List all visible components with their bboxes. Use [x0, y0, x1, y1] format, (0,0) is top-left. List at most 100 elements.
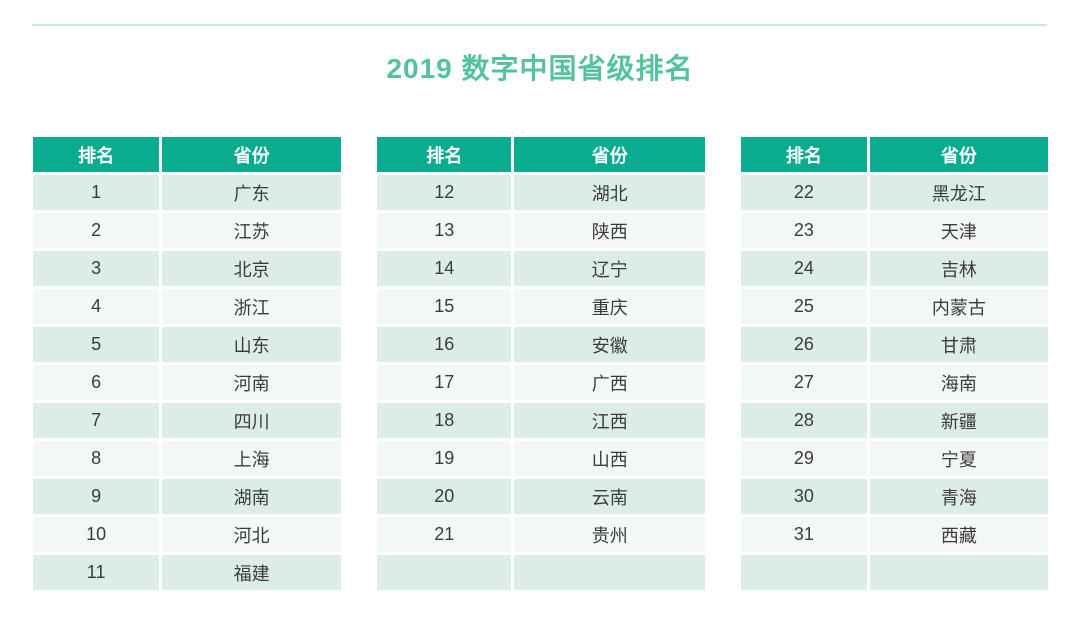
- ranking-table: 排名 省份 1 广东 2 江苏 3 北京 4 浙江 5 山东 6 河南 7 四川 8 上海 9 湖南 10 河北 11 福建: [33, 137, 341, 590]
- rank-cell: 7: [33, 403, 160, 438]
- rank-cell: 1: [33, 175, 160, 210]
- rank-cell: 17: [377, 365, 512, 400]
- table-row: 22 黑龙江: [741, 175, 1048, 210]
- table-row: 24 吉林: [741, 251, 1048, 286]
- rank-cell: 10: [33, 517, 160, 552]
- rank-header: 排名: [377, 137, 512, 172]
- province-cell: 天津: [869, 213, 1048, 248]
- province-cell: 湖北: [514, 175, 705, 210]
- rows: 22 黑龙江 23 天津 24 吉林 25 内蒙古 26 甘肃 27 海南 28 新疆 29 宁夏 30 青海 31…: [741, 175, 1048, 590]
- province-cell: 山东: [162, 327, 341, 362]
- rank-cell: 29: [741, 441, 867, 476]
- rank-cell: [377, 555, 512, 590]
- province-header: 省份: [514, 137, 705, 172]
- table-row: 30 青海: [741, 479, 1048, 514]
- header-row: 排名 省份: [377, 137, 705, 172]
- table-row: 23 天津: [741, 213, 1048, 248]
- table-row: 12 湖北: [377, 175, 705, 210]
- table-row: 13 陕西: [377, 213, 705, 248]
- province-cell: 新疆: [869, 403, 1048, 438]
- table-row: 27 海南: [741, 365, 1048, 400]
- table-row: 31 西藏: [741, 517, 1048, 552]
- rank-cell: 15: [377, 289, 512, 324]
- table-row: 6 河南: [33, 365, 341, 400]
- table-row: 9 湖南: [33, 479, 341, 514]
- province-header: 省份: [869, 137, 1048, 172]
- rank-header: 排名: [741, 137, 867, 172]
- header-row: 排名 省份: [741, 137, 1048, 172]
- table-row: 16 安徽: [377, 327, 705, 362]
- province-cell: 青海: [869, 479, 1048, 514]
- table-row: 28 新疆: [741, 403, 1048, 438]
- table-row: 26 甘肃: [741, 327, 1048, 362]
- province-cell: 浙江: [162, 289, 341, 324]
- rank-cell: 18: [377, 403, 512, 438]
- table-row: 21 贵州: [377, 517, 705, 552]
- rank-cell: 14: [377, 251, 512, 286]
- rank-cell: 24: [741, 251, 867, 286]
- table-row: 5 山东: [33, 327, 341, 362]
- table-row: 19 山西: [377, 441, 705, 476]
- province-cell: 江苏: [162, 213, 341, 248]
- table-row: 4 浙江: [33, 289, 341, 324]
- province-cell: 北京: [162, 251, 341, 286]
- table-row: 29 宁夏: [741, 441, 1048, 476]
- rank-cell: 4: [33, 289, 160, 324]
- table-row: 17 广西: [377, 365, 705, 400]
- rank-cell: 6: [33, 365, 160, 400]
- table-row: 25 内蒙古: [741, 289, 1048, 324]
- table-row: 1 广东: [33, 175, 341, 210]
- rank-cell: 30: [741, 479, 867, 514]
- rank-cell: 27: [741, 365, 867, 400]
- province-cell: 宁夏: [869, 441, 1048, 476]
- province-cell: [514, 555, 705, 590]
- province-cell: 辽宁: [514, 251, 705, 286]
- rank-cell: 5: [33, 327, 160, 362]
- ranking-table: 排名 省份 12 湖北 13 陕西 14 辽宁 15 重庆 16 安徽 17 广西 18 江西 19 山西 20 云南…: [377, 137, 705, 590]
- province-cell: 四川: [162, 403, 341, 438]
- province-cell: 河南: [162, 365, 341, 400]
- rank-cell: 3: [33, 251, 160, 286]
- province-cell: 重庆: [514, 289, 705, 324]
- province-cell: 广东: [162, 175, 341, 210]
- province-cell: 江西: [514, 403, 705, 438]
- table-row: 7 四川: [33, 403, 341, 438]
- rank-cell: 23: [741, 213, 867, 248]
- rows: 1 广东 2 江苏 3 北京 4 浙江 5 山东 6 河南 7 四川 8 上海 9 湖南 10 河北 11 福建: [33, 175, 341, 590]
- province-cell: 陕西: [514, 213, 705, 248]
- province-cell: 上海: [162, 441, 341, 476]
- rank-cell: 31: [741, 517, 867, 552]
- rank-cell: 28: [741, 403, 867, 438]
- province-cell: 内蒙古: [869, 289, 1048, 324]
- province-cell: 湖南: [162, 479, 341, 514]
- table-row: 14 辽宁: [377, 251, 705, 286]
- ranking-tables: 排名 省份 1 广东 2 江苏 3 北京 4 浙江 5 山东 6 河南 7 四川 8 上海 9 湖南 10 河北 11 福建排…: [33, 137, 1048, 590]
- rank-cell: 11: [33, 555, 160, 590]
- rows: 12 湖北 13 陕西 14 辽宁 15 重庆 16 安徽 17 广西 18 江西 19 山西 20 云南 21 贵州: [377, 175, 705, 590]
- table-row: 20 云南: [377, 479, 705, 514]
- rank-cell: 8: [33, 441, 160, 476]
- province-cell: 吉林: [869, 251, 1048, 286]
- province-cell: 海南: [869, 365, 1048, 400]
- province-cell: 贵州: [514, 517, 705, 552]
- rank-cell: 26: [741, 327, 867, 362]
- province-cell: 甘肃: [869, 327, 1048, 362]
- rank-cell: 12: [377, 175, 512, 210]
- top-accent-line: [32, 24, 1047, 26]
- table-row: [741, 555, 1048, 590]
- table-row: 15 重庆: [377, 289, 705, 324]
- ranking-table: 排名 省份 22 黑龙江 23 天津 24 吉林 25 内蒙古 26 甘肃 27 海南 28 新疆 29 宁夏 30…: [741, 137, 1048, 590]
- province-cell: 黑龙江: [869, 175, 1048, 210]
- page-title: 2019 数字中国省级排名: [386, 53, 694, 84]
- province-cell: 山西: [514, 441, 705, 476]
- table-row: 3 北京: [33, 251, 341, 286]
- rank-cell: 16: [377, 327, 512, 362]
- table-row: 10 河北: [33, 517, 341, 552]
- province-cell: 云南: [514, 479, 705, 514]
- rank-cell: [741, 555, 867, 590]
- table-row: [377, 555, 705, 590]
- province-cell: 西藏: [869, 517, 1048, 552]
- rank-cell: 9: [33, 479, 160, 514]
- rank-cell: 19: [377, 441, 512, 476]
- province-cell: [869, 555, 1048, 590]
